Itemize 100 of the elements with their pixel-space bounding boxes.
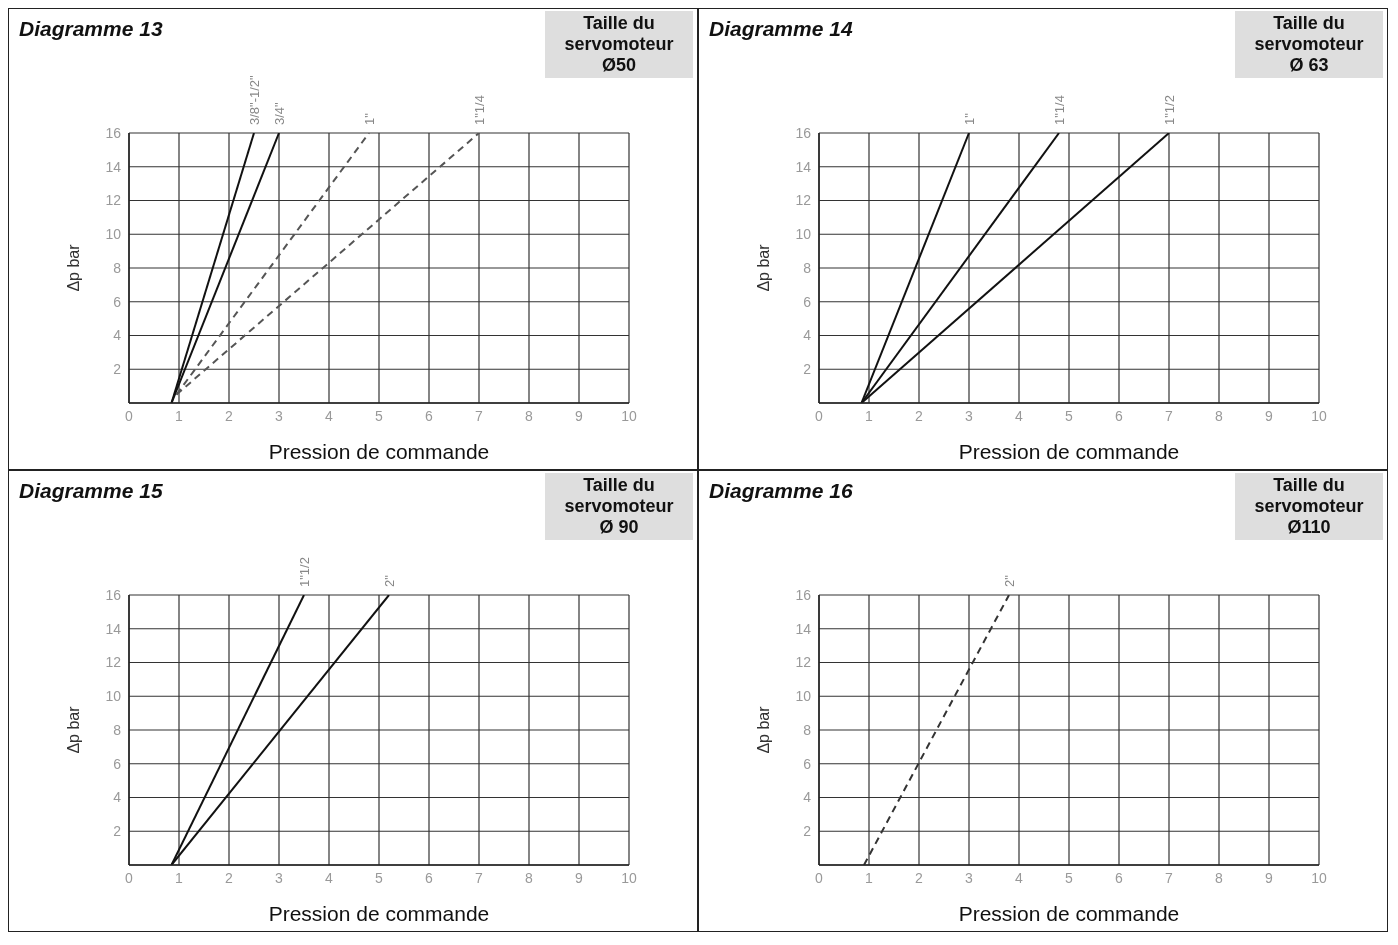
text: 1" [361,112,377,125]
y-tick-label: 2 [803,823,812,840]
x-tick-label: 0 [125,869,134,886]
chart-title: Diagramme 13 [19,17,163,41]
x-tick-label: 10 [1311,407,1327,424]
x-tick-label: 7 [475,869,484,886]
x-tick-label: 9 [1265,869,1274,886]
x-tick-label: 1 [865,869,874,886]
chart-title: Diagramme 14 [709,17,853,41]
x-tick-label: 1 [175,869,184,886]
x-tick-label: 4 [1015,869,1024,886]
x-tick-label: 8 [525,407,534,424]
x-tick-label: 4 [325,407,334,424]
y-tick-label: 12 [795,192,812,209]
x-tick-label: 9 [575,869,584,886]
x-tick-label: 7 [475,407,484,424]
chart-title: Diagramme 16 [709,479,853,503]
y-tick-label: 6 [803,755,812,772]
x-tick-label: 4 [1015,407,1024,424]
x-tick-label: 8 [525,869,534,886]
x-tick-label: 3 [275,407,284,424]
x-axis-title: Pression de commande [268,440,490,463]
y-tick-label: 4 [113,327,122,344]
y-tick-label: 2 [113,823,122,840]
y-tick-label: 8 [803,259,812,276]
y-tick-label: 14 [795,620,812,637]
x-tick-label: 5 [375,869,384,886]
x-tick-label: 9 [575,407,584,424]
y-tick-label: 4 [803,789,812,806]
x-axis-title: Pression de commande [268,902,490,925]
y-tick-label: 4 [113,789,122,806]
text: 3/4" [271,101,287,125]
x-tick-label: 10 [621,869,637,886]
y-tick-label: 10 [105,226,122,243]
x-tick-label: 9 [1265,407,1274,424]
x-tick-label: 0 [125,407,134,424]
y-tick-label: 16 [105,586,122,603]
y-tick-label: 8 [113,721,122,738]
x-tick-label: 2 [915,407,924,424]
x-tick-label: 3 [275,869,284,886]
y-tick-label: 16 [795,586,812,603]
x-tick-label: 5 [1065,407,1074,424]
y-tick-label: 12 [105,192,122,209]
y-tick-label: 6 [113,293,122,310]
y-axis-title: Δp bar [64,705,82,754]
x-tick-label: 6 [425,869,434,886]
x-tick-label: 6 [1115,869,1124,886]
y-tick-label: 6 [113,755,122,772]
x-tick-label: 2 [225,407,234,424]
x-tick-label: 4 [325,869,334,886]
x-tick-label: 0 [815,869,824,886]
y-tick-label: 8 [113,259,122,276]
text: 3/8"-1/2" [246,74,262,125]
x-tick-label: 5 [375,407,384,424]
y-tick-label: 8 [803,721,812,738]
y-tick-label: 12 [105,654,122,671]
x-tick-label: 7 [1165,869,1174,886]
x-tick-label: 6 [425,407,434,424]
y-tick-label: 10 [105,688,122,705]
x-tick-label: 10 [1311,869,1327,886]
y-tick-label: 16 [105,124,122,141]
y-tick-label: 10 [795,688,812,705]
y-tick-label: 2 [113,361,122,378]
y-tick-label: 6 [803,293,812,310]
x-tick-label: 6 [1115,407,1124,424]
text: 2" [381,574,397,587]
x-tick-label: 2 [915,869,924,886]
x-tick-label: 1 [175,407,184,424]
chart-subtitle: Taille du servomoteur Ø50 [545,13,693,76]
chart-subtitle: Taille du servomoteur Ø 63 [1235,13,1383,76]
x-tick-label: 3 [965,407,974,424]
text: 1"1/2 [1161,95,1177,125]
y-tick-label: 14 [795,158,812,175]
y-tick-label: 10 [795,226,812,243]
chart-subtitle: Taille du servomoteur Ø110 [1235,475,1383,538]
x-tick-label: 8 [1215,869,1224,886]
y-tick-label: 16 [795,124,812,141]
x-tick-label: 0 [815,407,824,424]
y-tick-label: 4 [803,327,812,344]
text: 1"1/2 [296,557,312,587]
x-tick-label: 1 [865,407,874,424]
x-tick-label: 3 [965,869,974,886]
text: 1"1/4 [471,95,487,125]
y-tick-label: 12 [795,654,812,671]
y-tick-label: 14 [105,158,122,175]
chart-title: Diagramme 15 [19,479,163,503]
y-tick-label: 14 [105,620,122,637]
text: 2" [1001,574,1017,587]
x-axis-title: Pression de commande [958,440,1180,463]
x-tick-label: 5 [1065,869,1074,886]
chart-subtitle: Taille du servomoteur Ø 90 [545,475,693,538]
y-tick-label: 2 [803,361,812,378]
x-tick-label: 8 [1215,407,1224,424]
y-axis-title: Δp bar [64,243,82,292]
text: 1"1/4 [1051,95,1067,125]
y-axis-title: Δp bar [754,705,772,754]
x-tick-label: 7 [1165,407,1174,424]
x-axis-title: Pression de commande [958,902,1180,925]
x-tick-label: 10 [621,407,637,424]
x-tick-label: 2 [225,869,234,886]
